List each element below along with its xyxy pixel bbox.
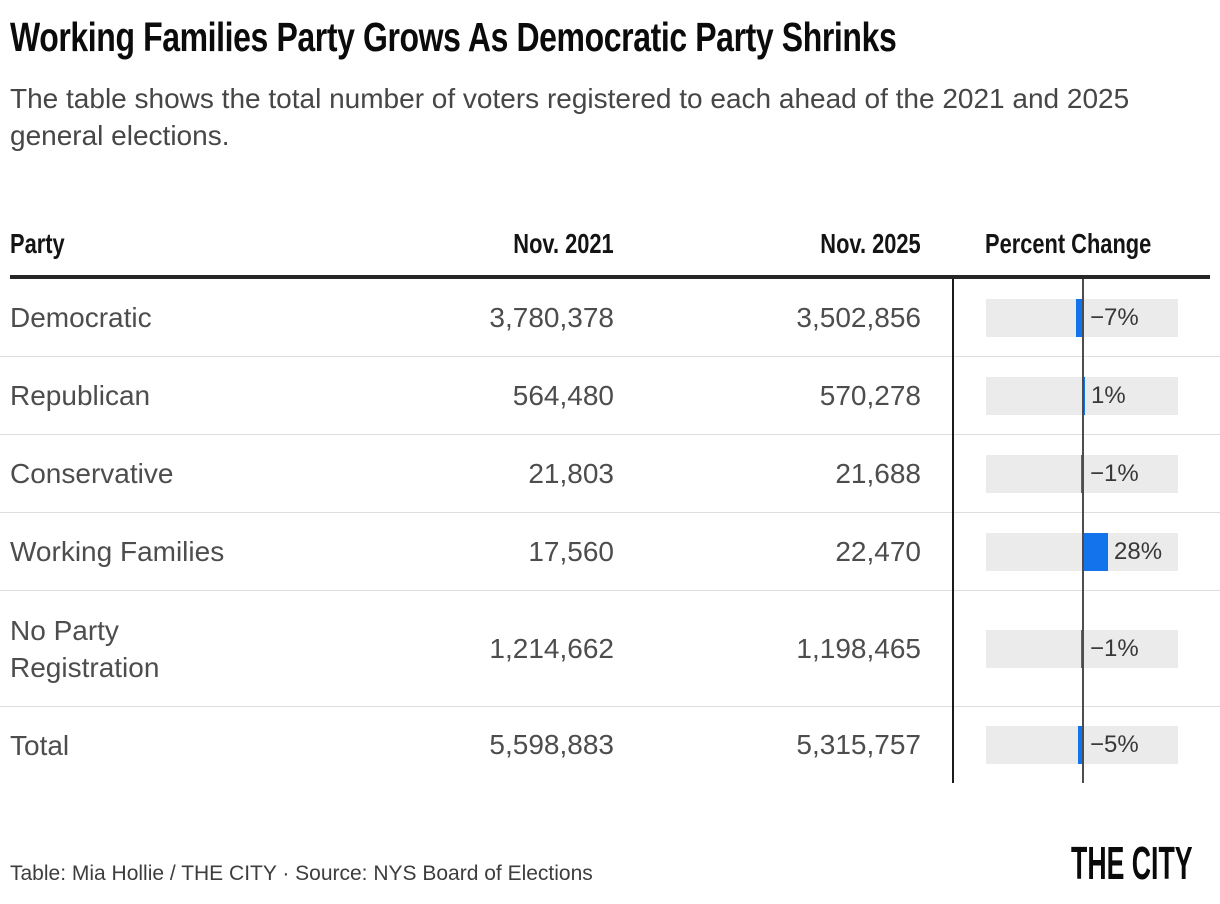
percent-change-cell: −5% — [921, 726, 1220, 764]
nov-2021-value: 564,480 — [512, 379, 614, 411]
pct-label: 28% — [1114, 537, 1163, 565]
column-header-nov-2025: Nov. 2025 — [820, 228, 921, 259]
page-title-text: Working Families Party Grows As Democrat… — [10, 14, 897, 60]
nov-2021-value: 17,560 — [528, 535, 614, 567]
nov-2025-value: 3,502,856 — [796, 301, 921, 333]
percent-change-cell: −1% — [921, 629, 1220, 668]
pct-label: −1% — [1090, 634, 1139, 662]
table-row-republican: Republican 564,480 570,278 1% — [0, 357, 1220, 435]
pct-label: −5% — [1090, 731, 1139, 758]
pct-bar — [1082, 532, 1108, 571]
table-row-total: Total 5,598,883 5,315,757 −5% — [0, 707, 1220, 783]
zero-baseline-line — [1082, 279, 1084, 783]
column-separator-line — [952, 279, 954, 783]
chart-subtitle: The table shows the total number of vote… — [10, 83, 1130, 151]
party-label: No Party Registration — [10, 614, 160, 683]
party-label: Democratic — [10, 302, 152, 333]
pct-label: 1% — [1091, 381, 1126, 409]
credit-text: Table: Mia Hollie / THE CITY · Source: N… — [10, 862, 593, 885]
nov-2021-value: 21,803 — [528, 457, 614, 489]
pct-label: −1% — [1090, 459, 1139, 487]
table-row-democratic: Democratic 3,780,378 3,502,856 −7% — [0, 279, 1220, 357]
party-label: Conservative — [10, 458, 174, 489]
nov-2025-value: 1,198,465 — [796, 632, 921, 664]
party-label: Working Families — [10, 536, 225, 567]
pct-label: −7% — [1090, 303, 1139, 331]
nov-2025-value: 21,688 — [835, 457, 921, 489]
table-row-no-party-registration: No Party Registration 1,214,662 1,198,46… — [0, 591, 1220, 707]
nov-2025-value: 22,470 — [835, 535, 921, 567]
percent-change-cell: −7% — [921, 298, 1220, 337]
header-rule — [10, 275, 1210, 279]
footer: Table: Mia Hollie / THE CITY · Source: N… — [10, 836, 1193, 890]
nov-2021-value: 5,598,883 — [489, 729, 614, 760]
the-city-logo: THE CITY — [1071, 837, 1193, 889]
nov-2021-value: 3,780,378 — [489, 301, 614, 333]
percent-change-cell: 28% — [921, 532, 1220, 571]
percent-change-cell: −1% — [921, 454, 1220, 493]
nov-2025-value: 5,315,757 — [796, 729, 921, 760]
nov-2021-value: 1,214,662 — [489, 632, 614, 664]
pct-bar — [1078, 726, 1084, 764]
table-header-row: Party Nov. 2021 Nov. 2025 Percent Change — [0, 220, 1220, 260]
nov-2025-value: 570,278 — [819, 379, 921, 411]
percent-change-cell: 1% — [921, 376, 1220, 415]
column-header-percent-change: Percent Change — [985, 228, 1152, 259]
table-body: Democratic 3,780,378 3,502,856 −7% Repub… — [0, 279, 1220, 783]
table-row-working-families: Working Families 17,560 22,470 28% — [0, 513, 1220, 591]
column-header-party: Party — [10, 228, 65, 259]
table-row-conservative: Conservative 21,803 21,688 −1% — [0, 435, 1220, 513]
pct-bar — [1076, 298, 1084, 337]
party-label: Total — [10, 729, 70, 761]
party-label: Republican — [10, 380, 151, 411]
page-title: Working Families Party Grows As Democrat… — [10, 14, 1210, 60]
column-header-nov-2021: Nov. 2021 — [513, 228, 614, 259]
